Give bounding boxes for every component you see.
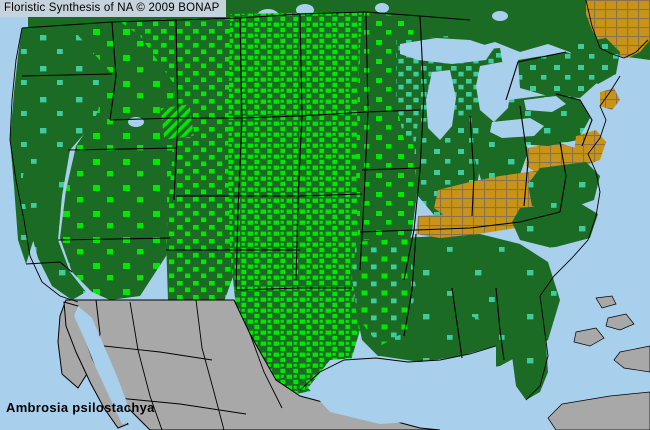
species-name-label: Ambrosia psilostachya <box>6 400 155 415</box>
region-new-england <box>570 38 620 84</box>
lake-erie <box>490 118 544 138</box>
region-rocky-mountains <box>118 18 244 302</box>
gulf-of-california <box>74 306 132 424</box>
lake-michigan <box>426 70 456 140</box>
county-hatched-eradicated <box>159 103 195 141</box>
region-carolinas <box>512 202 598 248</box>
region-tennessee <box>416 204 540 238</box>
region-florida <box>496 296 548 400</box>
lake-superior <box>400 38 494 64</box>
region-california <box>22 150 86 300</box>
gulf-of-mexico <box>308 346 496 424</box>
state-borders <box>21 11 593 361</box>
coastline <box>9 0 649 401</box>
lake-huron <box>476 62 512 122</box>
region-great-basin <box>60 22 182 300</box>
region-great-plains <box>228 12 372 356</box>
map-title-bar: Floristic Synthesis of NA © 2009 BONAP <box>0 0 226 17</box>
region-caribbean <box>547 295 650 430</box>
lake-ontario <box>524 96 566 112</box>
region-arkansas-louisiana <box>352 238 416 346</box>
region-massachusetts-gold <box>600 88 620 110</box>
region-mid-atlantic-gold <box>574 130 606 166</box>
great-lakes <box>400 38 566 140</box>
